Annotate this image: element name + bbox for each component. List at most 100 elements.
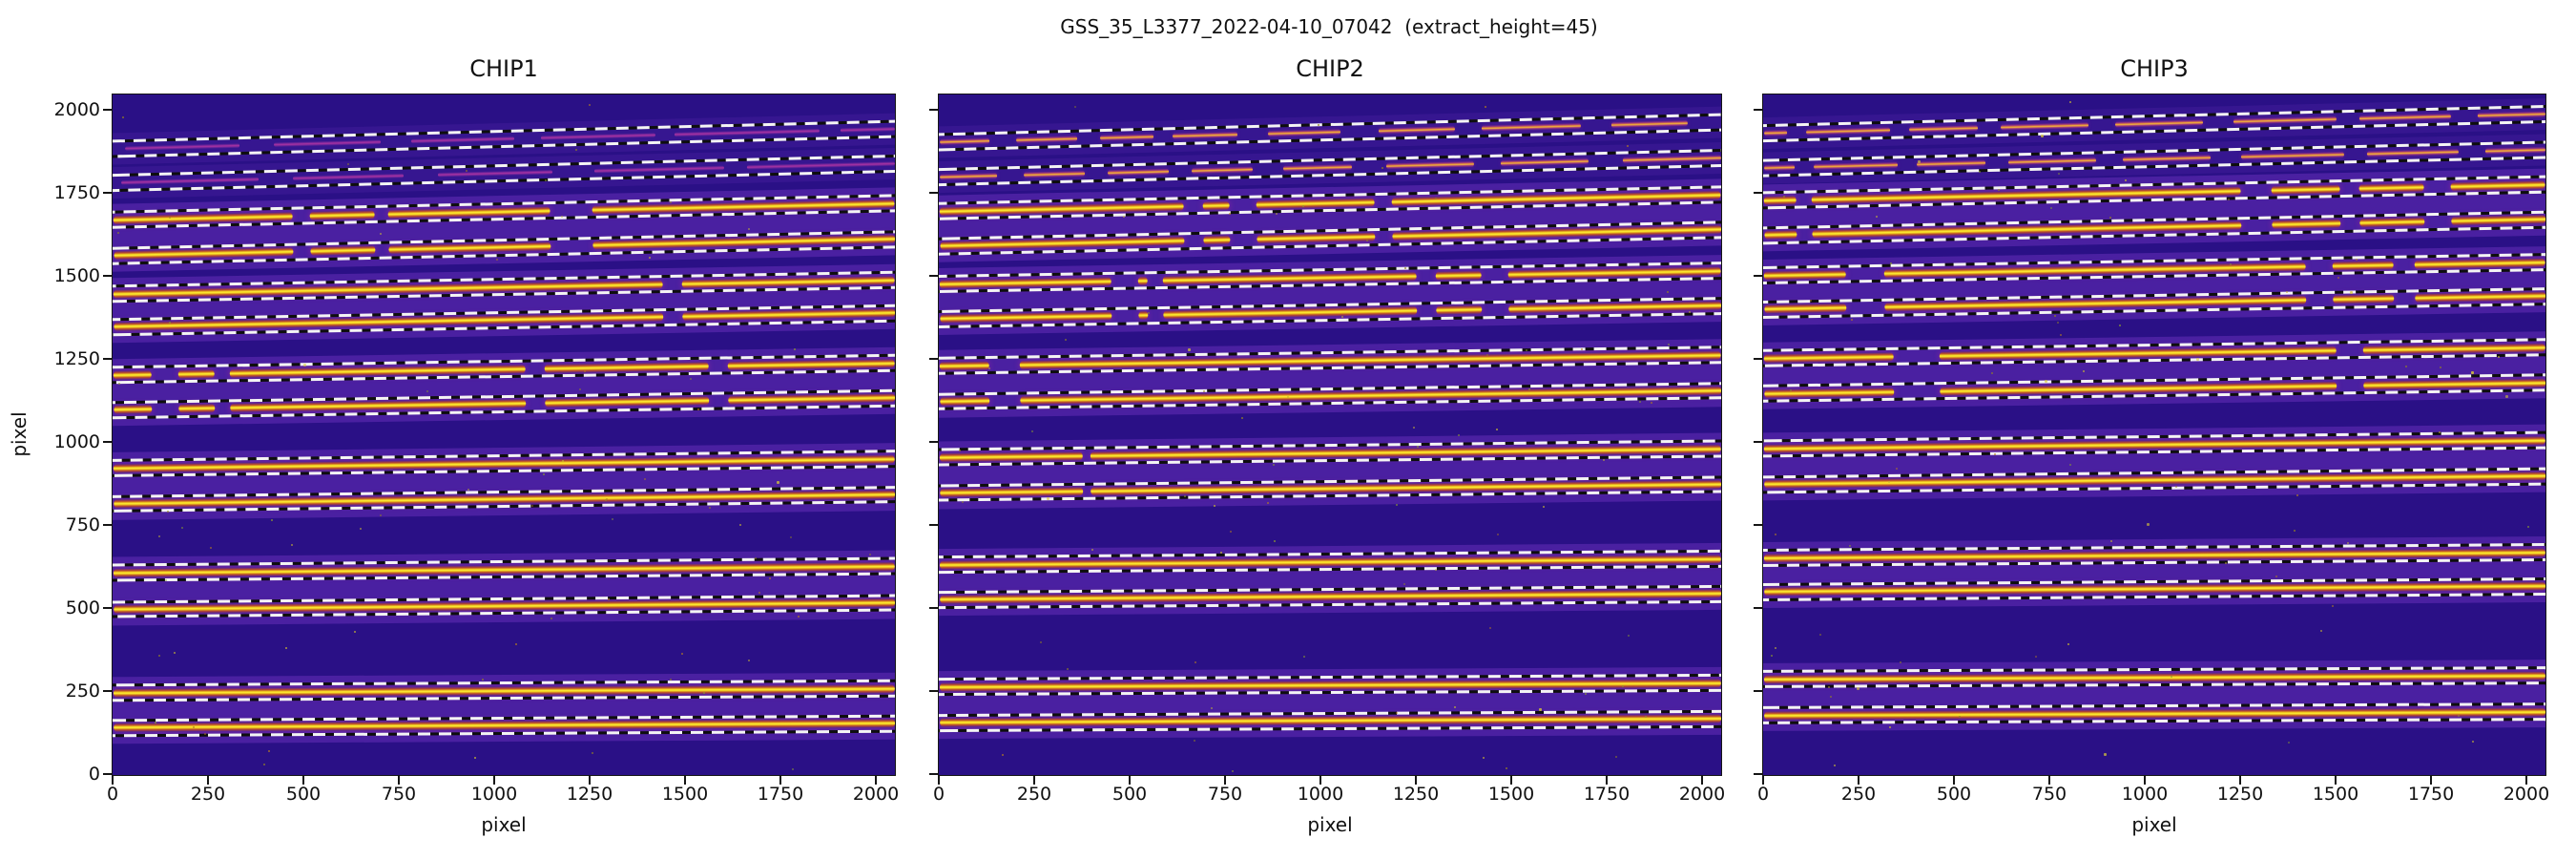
hot-pixel xyxy=(2058,172,2061,175)
hot-pixel xyxy=(2124,178,2127,181)
y-tick xyxy=(929,772,938,775)
hot-pixel xyxy=(2350,291,2354,295)
y-tick xyxy=(1754,192,1762,195)
chip-title: CHIP1 xyxy=(469,55,538,82)
y-tick xyxy=(103,523,112,526)
spectral-trace-segment xyxy=(310,244,376,257)
hot-pixel xyxy=(2057,322,2060,325)
hot-pixel xyxy=(2186,546,2189,549)
y-tick xyxy=(1754,523,1762,526)
hot-pixel xyxy=(1856,687,1859,691)
y-tick xyxy=(1754,606,1762,609)
y-tick-label: 1000 xyxy=(53,430,100,452)
hot-pixel xyxy=(1829,695,1832,698)
hot-pixel xyxy=(285,646,288,649)
hot-pixel xyxy=(1585,693,1588,696)
x-tick-label: 1500 xyxy=(2312,784,2359,805)
x-tick-label: 250 xyxy=(1016,784,1052,805)
hot-pixel xyxy=(2034,656,2037,659)
y-tick xyxy=(103,109,112,112)
hot-pixel xyxy=(1627,144,1630,147)
hot-pixel xyxy=(1275,213,1278,216)
spectral-trace-segment xyxy=(177,368,215,379)
hot-pixel xyxy=(2457,715,2460,718)
x-axis-label: pixel xyxy=(2131,813,2177,836)
hot-pixel xyxy=(2119,325,2122,327)
hot-pixel xyxy=(210,547,213,550)
hot-pixel xyxy=(562,460,565,463)
spectral-order xyxy=(1763,654,2545,739)
x-tick-label: 1750 xyxy=(757,784,804,805)
hot-pixel xyxy=(1990,372,1993,375)
hot-pixel xyxy=(1993,452,1996,455)
hot-pixel xyxy=(1148,312,1151,315)
hot-pixel xyxy=(1489,627,1492,630)
hot-pixel xyxy=(1496,534,1499,536)
chip-title: CHIP2 xyxy=(1296,55,1364,82)
hot-pixel xyxy=(689,377,692,380)
y-tick-label: 2000 xyxy=(53,99,100,121)
hot-pixel xyxy=(2147,522,2150,526)
hot-pixel xyxy=(157,654,160,657)
chip-panel xyxy=(112,94,896,776)
hot-pixel xyxy=(1202,389,1205,392)
spectral-trace-segment xyxy=(1203,235,1231,245)
hot-pixel xyxy=(739,523,742,526)
spectral-order xyxy=(1763,417,2545,507)
y-tick xyxy=(1754,109,1762,112)
hot-pixel xyxy=(2059,333,2062,336)
hot-pixel xyxy=(1851,319,1854,322)
hot-pixel xyxy=(1365,239,1368,241)
hot-pixel xyxy=(1496,429,1499,431)
hot-pixel xyxy=(708,507,711,510)
hot-pixel xyxy=(1770,655,1773,658)
x-tick xyxy=(2048,776,2050,785)
hot-pixel xyxy=(1628,635,1631,638)
hot-pixel xyxy=(1790,389,1793,392)
hot-pixel xyxy=(1240,416,1243,419)
hot-pixel xyxy=(2504,395,2508,399)
hot-pixel xyxy=(1783,196,1786,199)
hot-pixel xyxy=(117,383,120,386)
hot-pixel xyxy=(2526,526,2529,529)
hot-pixel xyxy=(1667,290,1670,293)
hot-pixel xyxy=(122,116,125,119)
hot-pixel xyxy=(174,651,177,654)
hot-pixel xyxy=(165,578,168,581)
x-axis-label: pixel xyxy=(1307,813,1353,836)
hot-pixel xyxy=(1538,707,1542,711)
spectral-order xyxy=(939,660,1721,744)
hot-pixel xyxy=(474,757,477,760)
y-tick xyxy=(103,275,112,277)
x-tick-label: 2000 xyxy=(852,784,900,805)
hot-pixel xyxy=(575,148,578,151)
spectral-order xyxy=(113,665,895,749)
hot-pixel xyxy=(1774,534,1776,536)
hot-pixel xyxy=(1889,262,1892,264)
hot-pixel xyxy=(1434,569,1437,572)
hot-pixel xyxy=(1828,686,1831,689)
x-tick-label: 750 xyxy=(2031,784,2067,805)
hot-pixel xyxy=(872,310,875,313)
spectral-order xyxy=(939,248,1721,342)
hot-pixel xyxy=(1074,105,1077,108)
spectral-trace-segment xyxy=(2272,219,2341,230)
chip-title: CHIP3 xyxy=(2120,55,2189,82)
hot-pixel xyxy=(1302,655,1305,658)
x-tick xyxy=(2144,776,2146,785)
x-tick-label: 750 xyxy=(1207,784,1243,805)
hot-pixel xyxy=(608,597,611,600)
chip-panel xyxy=(938,94,1722,776)
x-tick xyxy=(1319,776,1321,785)
spectral-trace-segment xyxy=(2271,183,2340,196)
hot-pixel xyxy=(1123,215,1126,218)
hot-pixel xyxy=(2225,562,2228,565)
hot-pixel xyxy=(303,363,307,367)
spectral-trace-segment xyxy=(1202,199,1230,211)
x-tick xyxy=(2430,776,2432,785)
hot-pixel xyxy=(154,721,156,723)
hot-pixel xyxy=(2067,643,2070,646)
spectral-trace-segment xyxy=(2359,217,2425,228)
hot-pixel xyxy=(2294,530,2296,533)
